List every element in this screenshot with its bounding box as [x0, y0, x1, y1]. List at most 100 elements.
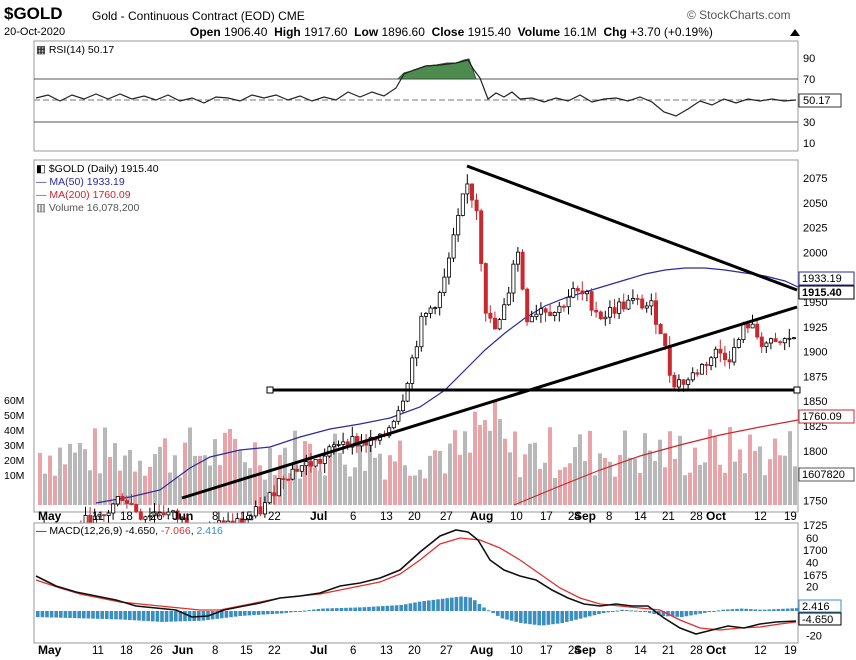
x-label: 26 — [150, 645, 163, 657]
macd-hist-bar — [684, 611, 689, 617]
candle-body — [262, 502, 267, 515]
volume-bar — [158, 446, 162, 505]
macd-hist-bar — [63, 611, 68, 618]
candle-body — [552, 312, 557, 316]
volume-bar — [673, 458, 677, 505]
candle-body — [281, 478, 286, 480]
macd-hist-bar — [284, 611, 288, 613]
price-tick: 2025 — [803, 223, 827, 235]
volume-bar — [403, 465, 407, 505]
volume-bar — [538, 468, 542, 505]
candle-body — [336, 443, 341, 446]
candle-body — [769, 338, 774, 344]
macd-hist-bar — [436, 599, 440, 611]
candle-body — [166, 511, 171, 516]
candle-body — [759, 336, 764, 348]
price-tick: 1925 — [803, 322, 827, 334]
candle-body — [258, 506, 263, 515]
macd-badge — [798, 612, 842, 626]
candle-body — [516, 251, 521, 265]
volume-bar — [193, 455, 197, 505]
macd-hist-bar — [266, 611, 270, 615]
volume-bar — [113, 443, 117, 505]
volume-bar — [568, 463, 572, 505]
macd-hist-bar — [151, 611, 155, 622]
macd-hist-bar — [348, 607, 353, 611]
volume-bar — [453, 430, 457, 505]
candle-body — [304, 461, 309, 467]
volume-bar — [648, 450, 652, 505]
volume-bar — [63, 464, 67, 505]
x-label: 14 — [634, 645, 647, 657]
volume-bar — [358, 436, 362, 505]
volume-bar — [313, 467, 317, 505]
candle-body — [566, 296, 571, 308]
x-label: May — [38, 509, 62, 523]
x-label: Jul — [310, 643, 327, 657]
volume-bar — [223, 432, 227, 505]
volume-bar — [53, 475, 57, 505]
symbol: $GOLD — [4, 4, 63, 23]
volume-bar — [598, 453, 602, 505]
upper-trendline — [466, 164, 798, 292]
x-label: 22 — [268, 645, 281, 657]
candle-body — [690, 372, 695, 381]
candle-body — [631, 298, 636, 301]
volume-bar — [243, 462, 247, 505]
candle-body — [354, 436, 359, 447]
macd-hist-bar — [790, 608, 794, 611]
price-panel: 2075205020252000197519501925190018751850… — [4, 159, 855, 582]
candle-body — [143, 516, 148, 520]
volume-bar — [178, 477, 182, 505]
macd-hist-bar — [128, 611, 132, 621]
macd-hist-bar — [546, 611, 551, 625]
macd-histogram — [36, 596, 799, 626]
instrument-name: Gold - Continuous Contract (EOD) CME — [92, 9, 305, 23]
volume-tick: 30M — [4, 440, 24, 452]
macd-hist-bar — [454, 597, 459, 611]
ma50-line — [95, 267, 799, 504]
macd-hist-bar — [321, 608, 325, 611]
candle-body — [575, 288, 580, 292]
macd-hist-bar — [36, 611, 40, 618]
volume-bar — [753, 450, 757, 505]
x-label: 12 — [754, 645, 767, 657]
macd-hist-bar — [500, 611, 505, 619]
volume-bar — [43, 473, 47, 505]
macd-hist-bar — [601, 611, 606, 614]
volume-bar — [498, 419, 502, 505]
volume-bar — [788, 431, 792, 505]
candle-body — [391, 420, 396, 429]
x-label: 17 — [540, 645, 553, 657]
volume-bar — [393, 461, 397, 505]
macd-hist-bar — [703, 611, 707, 613]
macd-hist-bar — [229, 611, 233, 618]
macd-hist-bar — [661, 611, 666, 616]
macd-hist-bar — [422, 600, 426, 611]
macd-hist-bar — [376, 606, 380, 611]
candle-body — [663, 333, 668, 346]
macd-hist-bar — [611, 611, 615, 612]
candle-body — [658, 323, 663, 335]
candle-body — [299, 465, 304, 472]
macd-hist-bar — [569, 611, 574, 621]
volume-bar — [58, 447, 62, 505]
lower-trendline — [181, 305, 798, 500]
volume-bar — [108, 456, 112, 505]
volume-bar — [748, 434, 752, 505]
candle-body — [672, 374, 677, 388]
macd-hist-bar — [367, 606, 371, 611]
candle-body — [437, 292, 442, 309]
volume-bar — [153, 454, 157, 505]
macd-hist-bar — [620, 609, 624, 611]
support-handle-left — [266, 386, 274, 394]
volume-bar — [628, 457, 632, 505]
candle-body — [502, 304, 507, 320]
x-label: 6 — [350, 645, 356, 657]
macd-hist-bar — [528, 611, 532, 625]
macd-legend: — MACD(12,26,9) -4.650, -7.066, 2.416 — [36, 525, 223, 537]
macd-hist-bar — [220, 611, 224, 619]
volume-bar — [698, 464, 702, 505]
volume-bar — [533, 442, 537, 505]
